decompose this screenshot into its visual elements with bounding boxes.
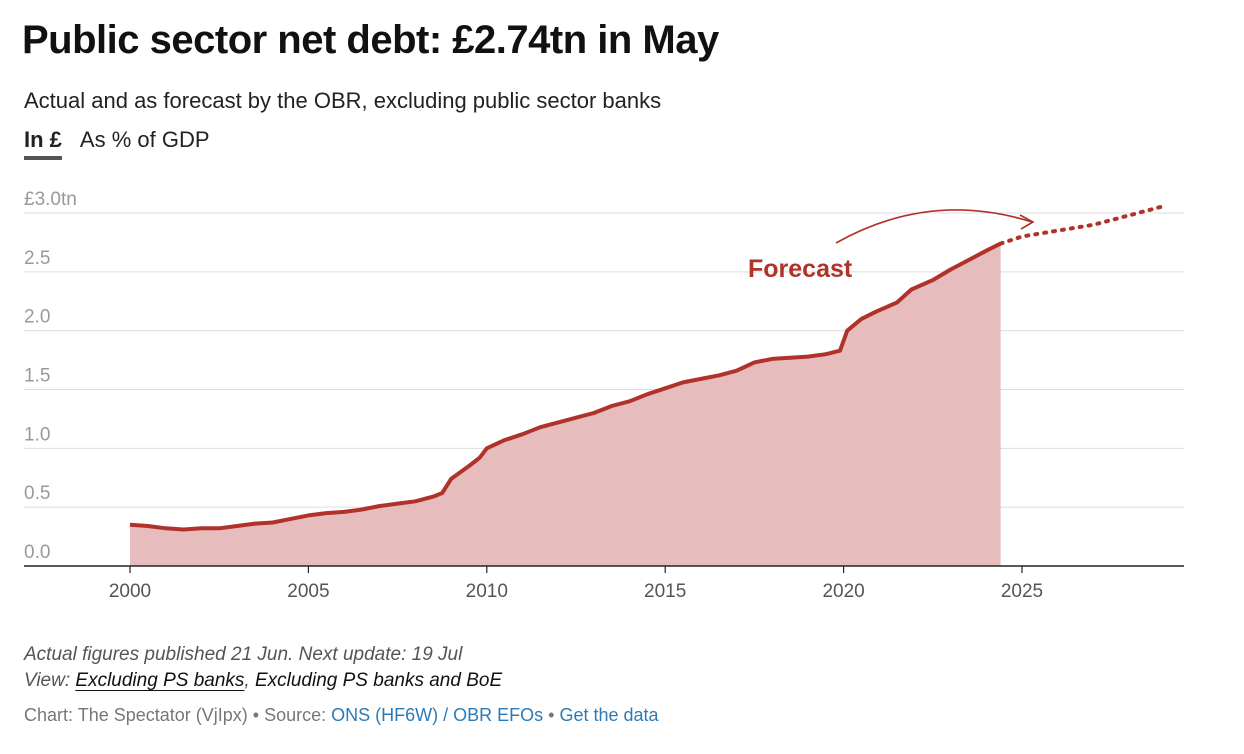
actual-area-fill — [130, 243, 1001, 566]
x-tick-label: 2010 — [466, 581, 508, 602]
get-data-link[interactable]: Get the data — [559, 705, 659, 725]
unit-tabs: In £ As % of GDP — [24, 127, 210, 160]
forecast-arrow — [835, 209, 1033, 244]
x-tick-label: 2020 — [822, 581, 864, 602]
x-tick-label: 2000 — [109, 581, 151, 602]
forecast-label: Forecast — [748, 255, 853, 283]
view-separator: , — [244, 670, 255, 691]
y-tick-label: £3.0tn — [24, 189, 77, 210]
x-tick-label: 2025 — [1001, 581, 1043, 602]
tab-percent-gdp[interactable]: As % of GDP — [79, 127, 210, 152]
view-option-excluding-ps-banks-boe[interactable]: Excluding PS banks and BoE — [254, 670, 503, 691]
chart-credit: Chart: The Spectator (VjIpx) — [24, 705, 248, 725]
footer-source: Chart: The Spectator (VjIpx) • Source: O… — [24, 705, 659, 726]
x-tick-label: 2005 — [287, 581, 329, 602]
view-label: View: — [24, 670, 71, 691]
source-label: Source: — [264, 705, 332, 725]
forecast-series-line — [998, 203, 1167, 246]
forecast-arrowhead — [1019, 214, 1035, 230]
y-tick-label: 1.0 — [24, 424, 50, 445]
x-tick-label: 2015 — [644, 581, 686, 602]
view-option-excluding-ps-banks[interactable]: Excluding PS banks — [75, 670, 245, 691]
y-tick-label: 0.5 — [24, 483, 50, 504]
forecast-annotation: Forecast — [748, 209, 1035, 283]
y-tick-label: 0.0 — [24, 542, 50, 563]
tab-in-pounds[interactable]: In £ — [24, 127, 62, 160]
source-link[interactable]: ONS (HF6W) / OBR EFOs — [331, 705, 544, 725]
actual-series-line — [129, 241, 1002, 532]
y-tick-label: 1.5 — [24, 366, 50, 387]
separator-1: • — [247, 705, 265, 725]
chart-title: Public sector net debt: £2.74tn in May — [22, 18, 719, 62]
y-tick-label: 2.5 — [24, 248, 50, 269]
x-axis-ticks: 2000 2005 2010 2015 2020 2025 — [109, 566, 1043, 602]
chart-subtitle: Actual and as forecast by the OBR, exclu… — [24, 88, 662, 113]
debt-area-chart: 0.0 0.5 1.0 1.5 2.0 2.5 £3.0tn 2000 2005 2010 201… — [24, 189, 1184, 602]
footer-note: Actual figures published 21 Jun. Next up… — [24, 644, 463, 665]
y-axis-ticks: 0.0 0.5 1.0 1.5 2.0 2.5 £3.0tn — [24, 189, 77, 563]
y-tick-label: 2.0 — [24, 307, 50, 328]
view-options: View: Excluding PS banks, Excluding PS b… — [24, 670, 502, 692]
separator-2: • — [543, 705, 560, 725]
